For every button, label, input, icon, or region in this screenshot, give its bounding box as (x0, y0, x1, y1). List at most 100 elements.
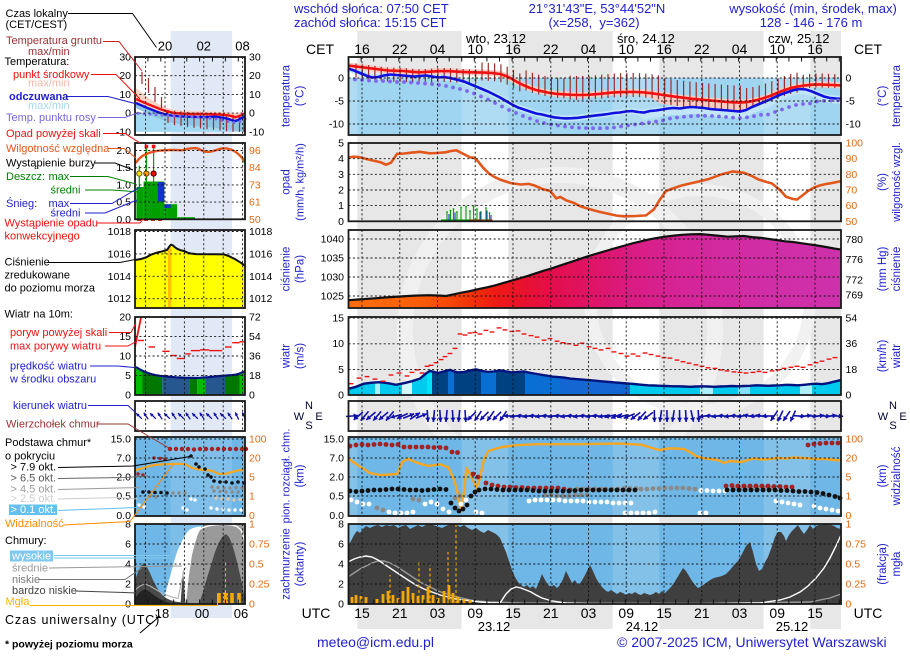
svg-text:10: 10 (332, 338, 344, 350)
svg-text:(°C): (°C) (295, 86, 307, 107)
svg-text:temperatura: temperatura (891, 64, 903, 127)
svg-text:zachód słońca: 15:15 CET: zachód słońca: 15:15 CET (294, 15, 447, 30)
svg-text:18: 18 (249, 370, 261, 382)
svg-text:Temp. punktu rosy: Temp. punktu rosy (6, 112, 96, 124)
svg-text:0: 0 (125, 389, 131, 401)
svg-text:22: 22 (392, 41, 408, 57)
svg-text:0.5: 0.5 (116, 197, 131, 209)
svg-text:776: 776 (846, 254, 864, 266)
svg-text:Czas uniwersalny (UTC): Czas uniwersalny (UTC) (5, 613, 160, 627)
svg-text:0.0: 0.0 (116, 214, 131, 226)
svg-text:Deszcz:: Deszcz: (6, 171, 45, 183)
svg-text:23.12: 23.12 (478, 619, 511, 634)
svg-text:1: 1 (249, 491, 255, 503)
svg-text:zredukowane: zredukowane (5, 270, 70, 282)
svg-text:06: 06 (234, 606, 248, 621)
svg-text:50: 50 (249, 214, 261, 226)
svg-text:wysokie: wysokie (11, 550, 51, 562)
svg-text:0.25: 0.25 (249, 579, 270, 591)
svg-text:1012: 1012 (108, 293, 132, 305)
svg-text:4: 4 (125, 559, 131, 571)
svg-text:2.0: 2.0 (116, 145, 131, 157)
svg-text:7.0: 7.0 (329, 453, 344, 465)
svg-text:100: 100 (249, 434, 267, 446)
svg-text:03: 03 (732, 605, 748, 621)
svg-text:(m/s): (m/s) (295, 343, 307, 369)
svg-text:-10: -10 (249, 126, 264, 138)
svg-text:2.0: 2.0 (329, 472, 344, 484)
svg-text:5: 5 (846, 472, 852, 484)
svg-text:0: 0 (249, 389, 255, 401)
svg-text:10: 10 (249, 89, 261, 101)
svg-text:mgła: mgła (891, 551, 903, 577)
svg-text:5: 5 (125, 370, 131, 382)
svg-text:30: 30 (249, 52, 261, 64)
svg-text:15.0: 15.0 (324, 434, 345, 446)
svg-text:2: 2 (125, 579, 131, 591)
svg-text:max porywy wiatru: max porywy wiatru (10, 341, 101, 353)
svg-text:769: 769 (846, 290, 864, 302)
svg-text:CET: CET (306, 41, 334, 57)
svg-text:0: 0 (338, 599, 344, 611)
svg-text:* powyżej poziomu morza: * powyżej poziomu morza (5, 639, 133, 651)
svg-text:1014: 1014 (108, 271, 132, 283)
svg-text:4: 4 (338, 559, 344, 571)
svg-text:niskie: niskie (12, 574, 40, 586)
svg-text:© 2007-2025 ICM, Uniwersytet W: © 2007-2025 ICM, Uniwersytet Warszawski (617, 634, 887, 650)
svg-text:Wystąpienie burzy: Wystąpienie burzy (6, 158, 96, 170)
svg-text:21: 21 (543, 605, 559, 621)
svg-text:03: 03 (581, 605, 597, 621)
svg-text:1018: 1018 (249, 226, 273, 238)
svg-text:73: 73 (249, 179, 261, 191)
svg-text:10: 10 (119, 89, 131, 101)
svg-text:E: E (899, 411, 906, 423)
svg-text:E: E (315, 411, 322, 423)
svg-text:1016: 1016 (249, 248, 273, 260)
svg-text:(°C): (°C) (877, 86, 889, 107)
svg-text:0: 0 (338, 216, 344, 228)
svg-text:1016: 1016 (108, 248, 132, 260)
svg-text:100: 100 (846, 138, 864, 150)
svg-text:18: 18 (846, 364, 858, 376)
svg-text:21: 21 (392, 605, 408, 621)
svg-text:6: 6 (125, 539, 131, 551)
svg-text:0: 0 (846, 73, 852, 85)
svg-text:UTC: UTC (302, 605, 331, 621)
svg-text:1014: 1014 (249, 271, 273, 283)
svg-text:Wystąpienie opadu: Wystąpienie opadu (5, 218, 98, 230)
svg-text:Mgła: Mgła (6, 596, 31, 608)
svg-text:(CET/CEST): (CET/CEST) (6, 19, 68, 31)
svg-text:0.5: 0.5 (329, 491, 344, 503)
svg-text:0: 0 (125, 108, 131, 120)
svg-text:średni: średni (51, 185, 81, 197)
svg-text:24.12: 24.12 (626, 619, 659, 634)
svg-text:(oktanty): (oktanty) (295, 541, 307, 586)
svg-text:widzialność: widzialność (891, 446, 903, 506)
svg-text:W: W (878, 411, 889, 423)
svg-text:03: 03 (430, 605, 446, 621)
svg-text:16: 16 (354, 41, 370, 57)
svg-text:50: 50 (846, 216, 858, 228)
svg-text:0: 0 (249, 599, 255, 611)
svg-text:0: 0 (125, 599, 131, 611)
svg-text:(km/h): (km/h) (877, 340, 889, 373)
svg-text:0: 0 (846, 599, 852, 611)
svg-text:pion. rozciągł. chm.: pion. rozciągł. chm. (281, 429, 293, 524)
svg-text:w środku obszaru: w środku obszaru (9, 374, 96, 386)
svg-text:-5: -5 (846, 96, 855, 108)
svg-text:wilgotność wzgl.: wilgotność wzgl. (891, 142, 903, 222)
svg-text:0.75: 0.75 (846, 539, 867, 551)
svg-text:21°31'43"E, 53°44'52"N: 21°31'43"E, 53°44'52"N (529, 1, 666, 16)
svg-text:100: 100 (846, 434, 864, 446)
svg-text:54: 54 (846, 313, 858, 325)
svg-text:Wierzchołek chmur: Wierzchołek chmur (6, 419, 100, 431)
svg-text:wiatr: wiatr (281, 344, 293, 369)
svg-text:7.0: 7.0 (116, 453, 131, 465)
svg-text:72: 72 (249, 312, 261, 324)
svg-text:0: 0 (249, 108, 255, 120)
svg-text:kierunek wiatru: kierunek wiatru (13, 400, 87, 412)
svg-text:(mm Hg): (mm Hg) (877, 246, 889, 291)
svg-text:1035: 1035 (321, 253, 345, 265)
svg-text:S: S (889, 420, 896, 432)
svg-text:3: 3 (338, 169, 344, 181)
